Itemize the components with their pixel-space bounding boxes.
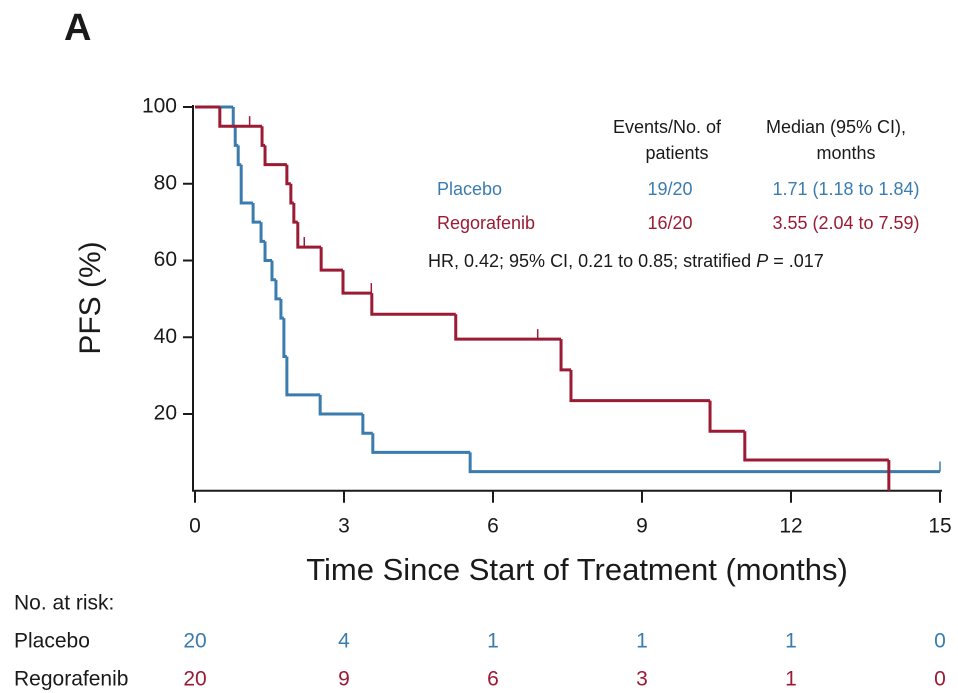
y-tick-label: 40 [154, 325, 177, 348]
x-tick-label: 3 [338, 514, 350, 537]
km-step [569, 369, 711, 403]
risk-count: 0 [934, 668, 946, 691]
km-step [454, 314, 562, 341]
risk-count: 20 [183, 668, 206, 691]
risk-count: 1 [487, 630, 499, 653]
km-step [263, 145, 287, 167]
km-step [361, 414, 373, 435]
legend-header: months [816, 143, 875, 163]
km-step [289, 183, 294, 205]
risk-count: 3 [636, 668, 648, 691]
km-step [468, 452, 940, 474]
legend-header: patients [645, 143, 708, 163]
km-step [743, 431, 889, 462]
km-step [370, 293, 456, 316]
y-tick-label: 20 [154, 402, 177, 425]
y-tick-label: 60 [154, 248, 177, 271]
km-step [318, 394, 363, 416]
x-tick-label: 6 [487, 514, 499, 537]
km-step [285, 356, 321, 397]
hr-part: = .017 [768, 251, 824, 271]
legend-header: Events/No. of [613, 117, 722, 137]
km-step [279, 298, 284, 320]
x-tick-label: 12 [779, 514, 802, 537]
km-step [263, 241, 272, 262]
y-axis-label: PFS (%) [74, 241, 107, 354]
hazard-ratio: HR, 0.42; 95% CI, 0.21 to 0.85; stratifi… [428, 251, 824, 271]
legend-header: Median (95% CI), [766, 117, 906, 137]
x-tick-label: 0 [189, 514, 201, 537]
km-step [371, 433, 471, 454]
km-step [341, 270, 372, 295]
x-tick-label: 15 [928, 514, 951, 537]
km-step [260, 126, 266, 147]
km-step [270, 260, 276, 282]
km-step [319, 247, 344, 272]
km-step [218, 107, 263, 128]
risk-title: No. at risk: [14, 592, 114, 615]
hr-part: HR, 0.42; 95% CI, 0.21 to 0.85; stratifi… [428, 251, 756, 271]
km-step [251, 202, 262, 224]
km-step [236, 145, 242, 167]
risk-count: 6 [487, 668, 499, 691]
y-tick-label: 80 [154, 171, 177, 194]
risk-count: 1 [785, 668, 797, 691]
km-step [239, 164, 254, 205]
x-axis-label: Time Since Start of Treatment (months) [306, 552, 848, 587]
legend-median: 3.55 (2.04 to 7.59) [772, 213, 919, 233]
km-step [708, 400, 745, 433]
risk-count: 4 [338, 630, 350, 653]
km-step [292, 202, 298, 224]
risk-count: 9 [338, 668, 350, 691]
risk-count: 20 [183, 630, 206, 653]
risk-count: 1 [785, 630, 797, 653]
legend-name: Regorafenib [437, 213, 535, 233]
x-tick-label: 9 [636, 514, 648, 537]
legend-events: 19/20 [647, 179, 692, 199]
km-step [233, 126, 239, 147]
risk-count: 1 [636, 630, 648, 653]
legend-median: 1.71 (1.18 to 1.84) [772, 179, 919, 199]
panel-label: A [64, 7, 91, 49]
legend-events: 16/20 [647, 213, 692, 233]
hr-part: P [756, 251, 768, 271]
y-tick-label: 100 [142, 95, 177, 118]
km-step [274, 279, 281, 301]
km-step [559, 339, 571, 372]
km-step [282, 318, 287, 358]
km-step [259, 222, 266, 243]
risk-count: 0 [934, 630, 946, 653]
km-step [296, 222, 322, 249]
legend-name: Placebo [437, 179, 502, 199]
risk-row-name: Regorafenib [14, 668, 128, 691]
risk-row-name: Placebo [14, 630, 90, 653]
km-step [285, 164, 291, 186]
km-step [231, 107, 236, 128]
